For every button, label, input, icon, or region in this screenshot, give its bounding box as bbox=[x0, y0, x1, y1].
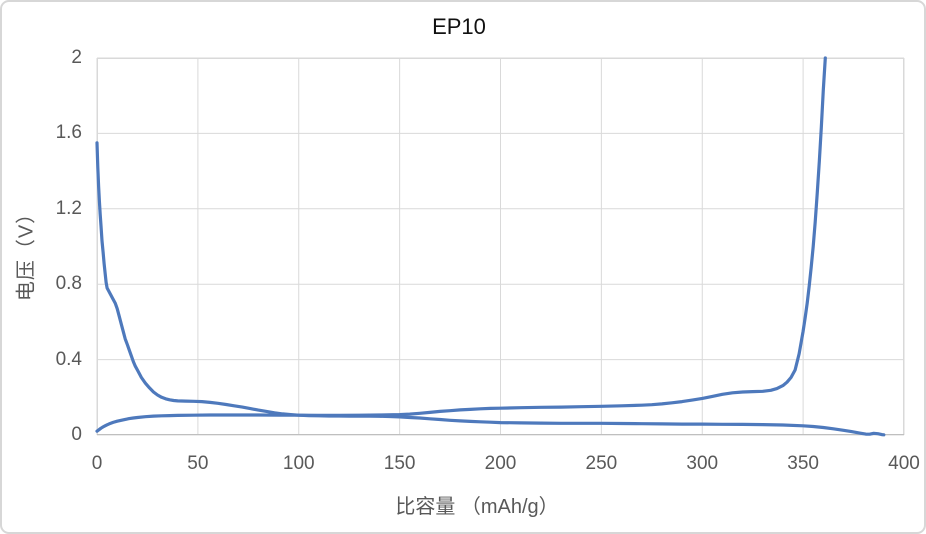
x-axis-tick-label: 300 bbox=[686, 453, 719, 474]
x-axis-tick-label: 50 bbox=[187, 453, 209, 474]
y-axis-tick-label: 0.8 bbox=[55, 273, 82, 295]
plot-area bbox=[95, 56, 905, 437]
x-axis-tick-label: 100 bbox=[282, 453, 315, 474]
chart-title: EP10 bbox=[432, 14, 486, 39]
y-axis-tick-label: 0 bbox=[71, 424, 82, 445]
x-axis-tick-label: 0 bbox=[91, 453, 103, 474]
x-axis-tick-label: 150 bbox=[383, 453, 416, 474]
x-axis-title: 比容量 （mAh/g） bbox=[395, 496, 559, 518]
x-axis-tick-label: 400 bbox=[888, 453, 920, 474]
charge-curve bbox=[95, 56, 827, 433]
y-axis-tick-label: 1.6 bbox=[55, 122, 82, 144]
x-axis-tick-label: 200 bbox=[484, 453, 517, 474]
y-axis-tick-label: 0.4 bbox=[55, 348, 82, 370]
x-axis-tick-label: 250 bbox=[585, 453, 618, 474]
y-axis-tick-label: 2 bbox=[71, 47, 82, 68]
y-axis-tick-label: 1.2 bbox=[55, 197, 82, 219]
x-axis-tick-label: 350 bbox=[787, 453, 819, 474]
